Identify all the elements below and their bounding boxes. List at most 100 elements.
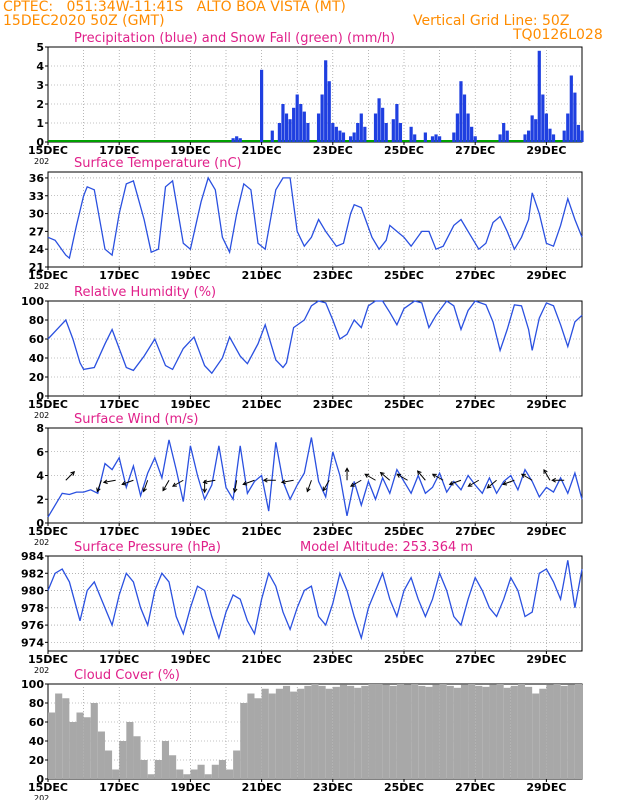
x-tick-label-cloud: 23DEC (313, 781, 353, 794)
wind-arrow-head (242, 481, 248, 486)
wind-arrow-shaft (468, 479, 480, 487)
precip-bar (505, 130, 509, 142)
precip-bar (341, 132, 346, 142)
x-tick-label-wind: 15DEC (28, 525, 68, 538)
precip-bar (270, 130, 274, 142)
wind-arrow (65, 471, 76, 481)
wind-arrow (202, 479, 216, 485)
wind-arrow-shaft (380, 472, 391, 481)
precip-bar (352, 132, 356, 142)
cloud-bar (112, 769, 120, 779)
precip-bar (302, 111, 306, 142)
precip-bar (334, 126, 338, 142)
wind-arrow-head (262, 477, 268, 483)
cloud-bar (154, 760, 162, 779)
x-tick-label-rh: 19DEC (170, 398, 210, 411)
precip-bar (288, 119, 292, 142)
wind-arrow-head (502, 481, 508, 486)
wind-arrow-head (202, 488, 207, 494)
wind-arrow-head (142, 487, 147, 493)
wind-arrow-shaft (65, 471, 75, 481)
wind-arrow-shaft (502, 479, 515, 485)
cloud-bar (496, 684, 504, 779)
precip-bar (349, 136, 353, 142)
precip-bar (502, 123, 506, 142)
cloud-bar (432, 684, 440, 779)
precip-bar (470, 126, 474, 142)
precip-bar (384, 123, 388, 142)
y-tick-label-cloud: 0 (36, 773, 44, 786)
x-tick-label-wind: 27DEC (455, 525, 495, 538)
cloud-bar (354, 687, 362, 779)
precip-bar (459, 81, 463, 142)
cloud-bar (254, 698, 262, 779)
precip-bar (523, 134, 527, 142)
wind-arrow (280, 479, 294, 485)
wind-arrow-shaft (281, 479, 294, 483)
plot-frame-pressure (47, 555, 583, 652)
precip-bar (580, 130, 584, 142)
precip-bar (527, 130, 531, 142)
precip-bar (235, 136, 239, 142)
cloud-bar (204, 774, 212, 779)
x-tick-label-wind: 29DEC (526, 525, 566, 538)
wind-arrow-shaft (172, 479, 184, 487)
wind-arrow (344, 467, 350, 481)
cloud-bar (176, 769, 184, 779)
precip-bar (569, 75, 573, 142)
x-tick-label-wind: 17DEC (99, 525, 139, 538)
cloud-bar (368, 684, 376, 779)
cloud-bar (247, 693, 255, 779)
wind-arrow-head (379, 471, 385, 477)
cloud-bar (133, 736, 141, 779)
wind-arrow-head (171, 482, 177, 487)
precip-bar (462, 94, 467, 142)
x-tick-label-rh: 25DEC (384, 398, 424, 411)
plot-frame-precip (47, 46, 583, 143)
precip-bar (423, 132, 427, 142)
precip-bar (260, 69, 264, 142)
wind-arrow (467, 479, 480, 487)
precip-bar (324, 60, 328, 142)
precip-bar (541, 94, 545, 142)
x-tick-label-cloud: 17DEC (99, 781, 139, 794)
chart-title-precip: Precipitation (blue) and Snow Fall (gree… (74, 31, 395, 46)
wind-arrow (416, 470, 426, 481)
precip-bar (395, 104, 399, 142)
header-date: 15DEC2020 50Z (GMT) (3, 13, 165, 29)
precip-bar (391, 119, 395, 142)
x-tick-label-precip: 23DEC (313, 144, 353, 157)
wind-arrow-shaft (96, 480, 102, 492)
precip-bar (238, 138, 242, 142)
precip-bar (413, 134, 417, 142)
cloud-bar (425, 686, 433, 779)
cloud-bar (389, 685, 397, 779)
wind-arrow-shaft (143, 480, 149, 492)
x-year-label-rh: 202 (34, 411, 49, 420)
x-tick-label-rh: 21DEC (242, 398, 282, 411)
y-tick-label-temp: 24 (29, 243, 45, 256)
x-tick-label-temp: 21DEC (242, 269, 282, 282)
y-tick-label-temp: 36 (29, 172, 45, 185)
cloud-bar (104, 750, 113, 779)
x-tick-label-wind: 21DEC (242, 525, 282, 538)
precip-bar (534, 119, 538, 142)
cloud-bar (282, 685, 291, 779)
precip-bar (562, 130, 566, 142)
cloud-bar (268, 693, 276, 779)
header-code: TQ0126L028 (513, 27, 603, 43)
x-tick-label-cloud: 25DEC (384, 781, 424, 794)
y-tick-label-temp: 27 (29, 225, 44, 238)
y-tick-label-temp: 21 (29, 261, 44, 274)
chart-title-wind: Surface Wind (m/s) (74, 412, 198, 427)
x-tick-label-rh: 15DEC (28, 398, 68, 411)
x-tick-label-pressure: 23DEC (313, 653, 353, 666)
x-tick-label-wind: 19DEC (170, 525, 210, 538)
cloud-bar (439, 684, 447, 779)
precip-bar (473, 136, 477, 142)
wind-arrow-head (162, 486, 167, 492)
cloud-bar (147, 774, 155, 779)
precip-bar (327, 81, 331, 142)
wind-arrow-shaft (162, 479, 170, 491)
wind-arrow (431, 473, 444, 481)
